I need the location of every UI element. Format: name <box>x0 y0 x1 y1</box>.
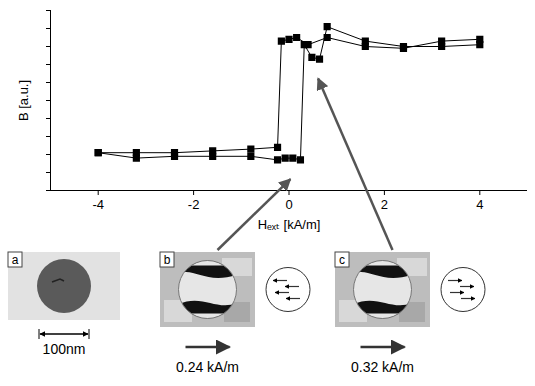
svg-text:c: c <box>339 253 345 267</box>
svg-text:100nm: 100nm <box>43 341 86 357</box>
svg-text:-2: -2 <box>188 197 200 212</box>
svg-text:0.32 kA/m: 0.32 kA/m <box>351 359 414 375</box>
svg-text:0.24 kA/m: 0.24 kA/m <box>176 359 239 375</box>
svg-text:4: 4 <box>476 197 483 212</box>
svg-text:0: 0 <box>285 197 292 212</box>
svg-text:B [a.u.]: B [a.u.] <box>16 80 31 121</box>
svg-text:-4: -4 <box>92 197 104 212</box>
svg-text:a: a <box>12 253 19 267</box>
svg-text:b: b <box>164 253 171 267</box>
svg-text:2: 2 <box>381 197 388 212</box>
svg-text:Hₑₓₜ [kA/m]: Hₑₓₜ [kA/m] <box>258 217 321 232</box>
